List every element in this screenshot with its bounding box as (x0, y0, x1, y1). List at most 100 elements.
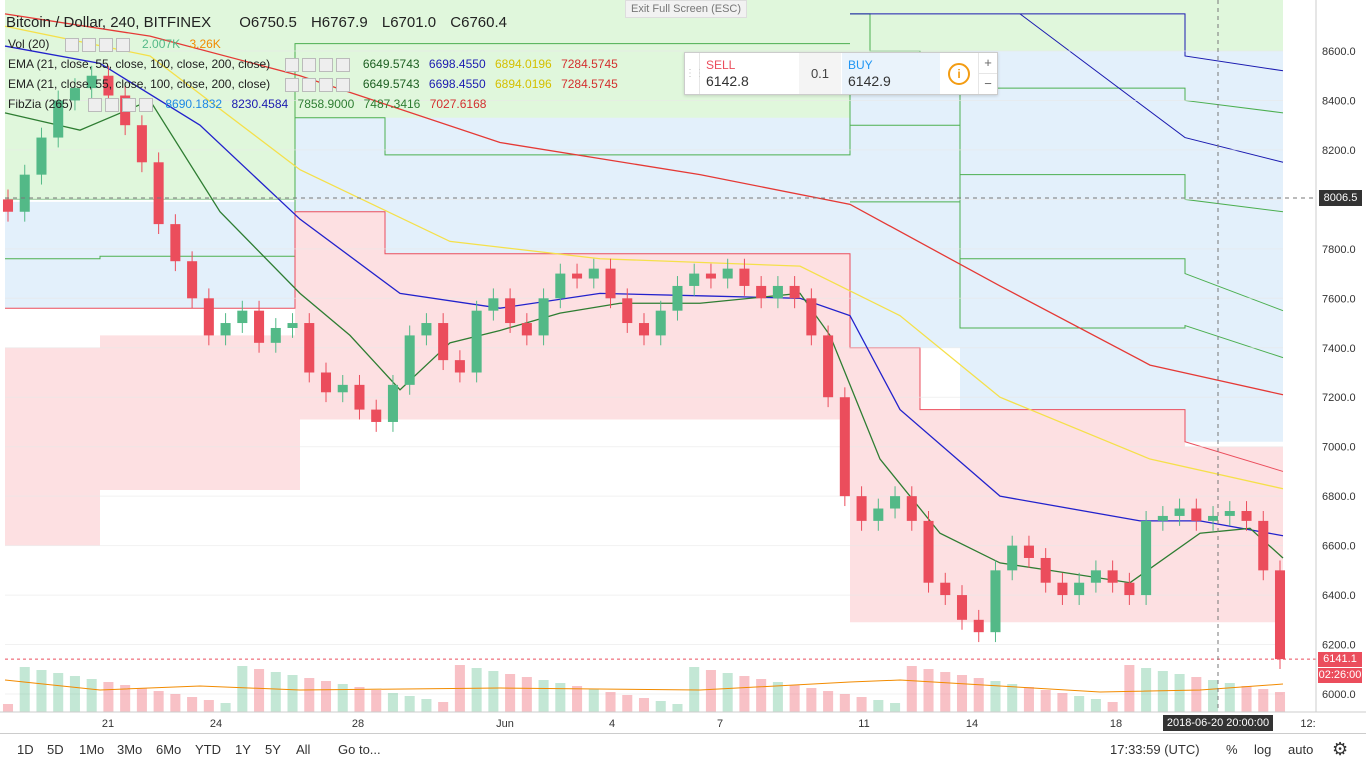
legend-buttons[interactable] (285, 57, 353, 72)
candle-body (973, 619, 984, 633)
time-tick-label: 21 (102, 718, 114, 730)
volume-bar (1258, 689, 1269, 712)
log-toggle[interactable]: log (1254, 742, 1272, 757)
symbol-title[interactable]: Bitcoin / Dollar, 240, BITFINEX (6, 14, 212, 31)
volume-bar (1241, 686, 1252, 712)
candle-body (354, 384, 365, 410)
info-icon[interactable]: i (948, 63, 970, 85)
fib-line-5 (850, 201, 1284, 359)
candle-body (1208, 515, 1219, 521)
volume-bar (53, 673, 64, 712)
volume-bar (187, 697, 198, 712)
legend-buttons[interactable] (88, 97, 156, 112)
volume-bar (203, 700, 214, 712)
range-5d[interactable]: 5D (47, 742, 64, 757)
volume-bar (521, 677, 532, 712)
utc-clock[interactable]: 17:33:59 (UTC) (1110, 742, 1200, 757)
volume-bar (638, 698, 650, 712)
ema21-value: 6649.5743 (362, 57, 420, 71)
candle-body (856, 496, 867, 521)
legend-buttons[interactable] (285, 77, 353, 92)
fib-line-blue-1 (850, 13, 1284, 72)
percent-toggle[interactable]: % (1226, 742, 1238, 757)
fib-line-red-1 (5, 211, 1284, 472)
drag-handle[interactable]: ⋮⋮ (685, 53, 705, 94)
candle-body (136, 125, 147, 163)
range-3mo[interactable]: 3Mo (117, 742, 143, 757)
volume-bar (906, 666, 917, 712)
volume-bar (220, 703, 231, 712)
volume-bar (856, 697, 867, 712)
candle-body (304, 323, 315, 373)
range-1mo[interactable]: 1Mo (79, 742, 105, 757)
volume-bar (1057, 693, 1068, 712)
price-tick-label: 6400.0 (1322, 590, 1356, 602)
candle-body (337, 384, 348, 393)
candle-body (739, 268, 750, 286)
range-1y[interactable]: 1Y (235, 742, 251, 757)
volume-ma-line (4, 679, 1284, 693)
volume-bar (1157, 671, 1168, 712)
sell-button[interactable]: SELL 6142.8 (700, 53, 798, 94)
price-tick-label: 6800.0 (1322, 491, 1356, 503)
plus-button[interactable]: + (978, 53, 997, 73)
time-tick-label: 14 (966, 718, 978, 730)
auto-toggle[interactable]: auto (1288, 742, 1314, 757)
volume-bar (1023, 687, 1034, 712)
volume-bar (739, 676, 750, 712)
price-tick-label: 7200.0 (1322, 392, 1356, 404)
candle-body (1191, 508, 1202, 521)
ema-legend-2[interactable]: EMA (21, close, 55, close, 100, close, 2… (8, 77, 624, 92)
volume-bar (404, 696, 415, 712)
candle-body (873, 508, 884, 521)
candle-body (722, 268, 733, 279)
volume-bar (19, 667, 30, 712)
range-5y[interactable]: 5Y (265, 742, 281, 757)
range-6mo[interactable]: 6Mo (156, 742, 182, 757)
minus-button[interactable]: − (978, 73, 997, 94)
fibzia-legend[interactable]: FibZia (265) 8690.1832 8230.4584 7858.90… (8, 97, 492, 112)
fib-line-blue-2 (1019, 13, 1284, 163)
crosshair-date-label: 2018-06-20 20:00:00 (1163, 715, 1273, 731)
fib-value-3: 7858.9000 (297, 97, 355, 111)
price-tick-label: 7000.0 (1322, 442, 1356, 454)
range-ytd[interactable]: YTD (195, 742, 221, 757)
gear-icon[interactable]: ⚙ (1332, 739, 1349, 759)
volume-bar (1174, 674, 1185, 712)
buy-button[interactable]: BUY 6142.9 (842, 53, 940, 94)
range-1d[interactable]: 1D (17, 742, 34, 757)
quantity-field[interactable]: 0.1 (799, 53, 841, 94)
ema-legend[interactable]: EMA (21, close, 55, close, 100, close, 2… (8, 57, 624, 72)
time-tick-label: 4 (609, 718, 615, 730)
volume-bar (572, 686, 583, 712)
goto-button[interactable]: Go to... (338, 742, 381, 757)
volume-bar (170, 694, 181, 712)
candle-body (1124, 582, 1135, 596)
candle-body (756, 285, 767, 299)
volume-bar (237, 666, 248, 712)
legend-buttons[interactable] (64, 37, 133, 52)
candle-body (270, 327, 281, 343)
volume-bar (2, 704, 14, 712)
candle-body (387, 384, 398, 422)
candle-body (689, 273, 700, 286)
candle-body (69, 88, 80, 101)
volume-bar (304, 678, 315, 712)
volume-bar (605, 692, 616, 712)
volume-bar (973, 678, 984, 712)
candle-body (454, 360, 465, 373)
exit-fullscreen-button[interactable]: Exit Full Screen (ESC) (625, 0, 747, 18)
range-all[interactable]: All (296, 742, 311, 757)
candle-body (622, 298, 633, 324)
volume-bar (103, 682, 114, 712)
ema21-line (4, 99, 1284, 584)
volume-bar (1124, 665, 1135, 712)
volume-bar (387, 693, 398, 712)
volume-bar (789, 685, 800, 712)
volume-legend[interactable]: Vol (20) 2.007K 3.26K (8, 37, 227, 52)
ema21-value: 6649.5743 (362, 77, 420, 91)
buy-price: 6142.9 (848, 73, 891, 89)
ohlc-close: C6760.4 (450, 14, 507, 31)
volume-bar (756, 679, 767, 712)
